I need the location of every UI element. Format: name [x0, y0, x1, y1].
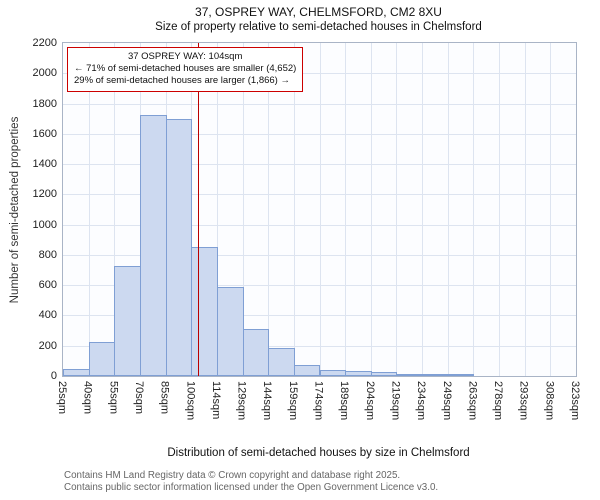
footer-line2: Contains public sector information licen…: [64, 481, 439, 493]
x-tick-label: 85sqm: [158, 381, 171, 415]
histogram-bar: [396, 374, 424, 376]
histogram-bar: [447, 374, 475, 376]
x-tick-label: 204sqm: [363, 381, 376, 421]
x-gridline: [550, 43, 552, 376]
x-gridline: [319, 43, 321, 376]
x-gridline: [216, 43, 218, 376]
x-tick-label: 144sqm: [261, 381, 274, 421]
x-tick-label: 308sqm: [543, 381, 556, 421]
y-tick-label: 0: [50, 370, 57, 382]
x-tick-label: 55sqm: [107, 381, 120, 415]
x-axis-title: Distribution of semi-detached houses by …: [167, 447, 470, 459]
x-gridline: [499, 43, 501, 376]
footer-line1: Contains HM Land Registry data © Crown c…: [64, 470, 401, 481]
x-gridline: [268, 43, 270, 376]
x-gridline: [114, 43, 116, 376]
y-tick-label: 1600: [32, 127, 57, 140]
x-tick-label: 100sqm: [184, 381, 197, 421]
y-tick-label: 1200: [32, 188, 57, 201]
histogram-bar: [88, 341, 116, 376]
x-tick-label: 70sqm: [132, 381, 145, 415]
y-tick-label: 800: [38, 248, 57, 261]
annotation-line1: 37 OSPREY WAY: 104sqm: [127, 51, 243, 62]
x-tick-label: 278sqm: [492, 381, 505, 421]
x-gridline: [396, 43, 398, 376]
histogram-bar: [114, 265, 141, 376]
x-gridline: [473, 43, 475, 376]
y-tick-label: 1400: [32, 158, 57, 171]
x-tick-label: 174sqm: [312, 381, 325, 421]
y-tick-label: 1000: [32, 218, 57, 231]
x-tick-label: 323sqm: [569, 381, 581, 421]
histogram-bar: [242, 329, 270, 376]
x-tick-label: 219sqm: [389, 381, 402, 421]
chart-subtitle: Size of property relative to semi-detach…: [155, 21, 482, 33]
x-gridline: [293, 43, 295, 376]
x-tick-label: 129sqm: [235, 381, 248, 421]
histogram-bar: [268, 348, 295, 376]
x-gridline: [242, 43, 244, 376]
x-tick-label: 293sqm: [517, 381, 530, 421]
property-marker-line: [197, 43, 200, 376]
y-tick-label: 2000: [32, 67, 57, 80]
x-gridline: [88, 43, 90, 376]
histogram-bar: [370, 372, 398, 376]
y-axis-title: Number of semi-detached properties: [9, 116, 21, 303]
x-tick-label: 263sqm: [466, 381, 479, 421]
histogram-bar: [63, 369, 90, 376]
x-gridline: [447, 43, 449, 376]
histogram-bar: [139, 114, 167, 376]
y-tick-label: 2200: [32, 37, 57, 49]
x-gridline: [345, 43, 347, 376]
annotation-box: 37 OSPREY WAY: 104sqm ← 71% of semi-deta…: [67, 47, 304, 92]
chart-title-block: 37, OSPREY WAY, CHELMSFORD, CM2 8XU Size…: [62, 4, 575, 35]
x-tick-label: 249sqm: [440, 381, 453, 421]
histogram-bar: [293, 364, 321, 376]
x-tick-label: 114sqm: [209, 381, 222, 420]
x-tick-label: 159sqm: [286, 381, 299, 421]
histogram-bar: [319, 369, 347, 376]
x-tick-label: 234sqm: [415, 381, 428, 421]
plot-area: Number of semi-detached properties 37 OS…: [9, 37, 581, 420]
x-tick-label: 189sqm: [338, 381, 351, 421]
chart-title: 37, OSPREY WAY, CHELMSFORD, CM2 8XU: [195, 5, 442, 19]
y-tick-label: 400: [38, 309, 57, 322]
histogram-bar: [191, 246, 218, 376]
y-tick-label: 1800: [32, 97, 57, 110]
x-gridline: [422, 43, 424, 376]
x-tick-label: 25sqm: [56, 381, 68, 415]
histogram-bar: [345, 371, 372, 376]
y-tick-label: 600: [38, 279, 57, 292]
y-tick-label: 200: [38, 339, 57, 352]
annotation-line3: 29% of semi-detached houses are larger (…: [74, 75, 290, 86]
x-gridline: [524, 43, 526, 376]
histogram-bar: [216, 286, 244, 376]
x-gridline: [370, 43, 372, 376]
x-tick-label: 40sqm: [81, 381, 94, 415]
footer: Contains HM Land Registry data © Crown c…: [64, 470, 438, 493]
histogram-bar: [422, 374, 449, 376]
annotation-line2: ← 71% of semi-detached houses are smalle…: [74, 63, 297, 74]
histogram-bar: [165, 118, 193, 376]
